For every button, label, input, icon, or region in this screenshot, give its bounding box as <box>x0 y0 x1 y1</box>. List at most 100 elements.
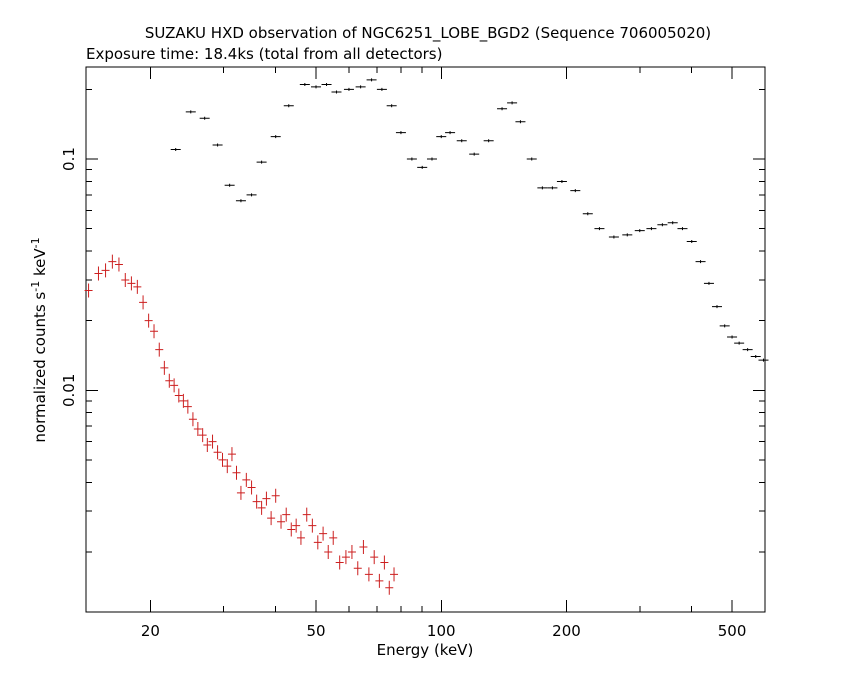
data-point <box>108 254 117 269</box>
data-point <box>436 135 447 139</box>
data-point <box>188 412 197 427</box>
data-point <box>292 518 301 533</box>
data-point <box>246 193 257 197</box>
data-point <box>341 550 350 565</box>
data-point <box>224 183 235 187</box>
data-point <box>193 422 202 437</box>
data-point <box>594 227 605 231</box>
data-point <box>343 87 354 91</box>
data-point <box>727 335 738 339</box>
data-point <box>469 152 480 156</box>
data-point <box>185 110 196 114</box>
data-point <box>203 438 212 453</box>
data-point <box>329 530 338 545</box>
data-point <box>370 550 379 565</box>
data-point <box>208 434 217 449</box>
data-point <box>608 235 619 239</box>
data-point <box>183 399 192 414</box>
data-point <box>170 378 179 393</box>
data-point <box>198 428 207 443</box>
y-tick-label: 0.01 <box>60 374 78 407</box>
data-point <box>299 83 310 87</box>
data-point <box>311 85 322 89</box>
data-point <box>267 511 276 526</box>
data-point <box>218 452 227 467</box>
data-point <box>570 189 581 193</box>
data-point <box>375 573 384 588</box>
data-point <box>657 223 668 227</box>
data-point <box>262 491 271 506</box>
data-point <box>634 229 645 233</box>
data-point <box>213 445 222 460</box>
data-point <box>355 85 366 89</box>
data-point <box>247 480 256 495</box>
data-point <box>758 358 769 362</box>
data-point <box>319 526 328 541</box>
data-point <box>497 107 508 111</box>
data-point <box>646 227 657 231</box>
data-point <box>321 83 332 87</box>
data-point <box>324 544 333 559</box>
data-point <box>160 360 169 375</box>
data-point <box>283 104 294 108</box>
data-point <box>133 279 142 294</box>
data-point <box>232 465 241 480</box>
data-point <box>719 324 730 328</box>
y-axis-label-unit: keV <box>31 248 49 281</box>
data-point <box>242 472 251 487</box>
data-point <box>507 101 518 105</box>
series-1 <box>170 78 769 362</box>
y-axis-ticks <box>86 88 765 553</box>
data-point <box>395 131 406 135</box>
data-point <box>750 355 761 359</box>
data-point <box>313 535 322 550</box>
data-point <box>101 263 110 278</box>
data-point <box>417 165 428 169</box>
data-point <box>695 260 706 264</box>
x-axis-label: Energy (keV) <box>377 641 474 659</box>
data-point <box>445 131 456 135</box>
data-point <box>376 87 387 91</box>
data-point <box>223 459 232 474</box>
data-point <box>734 341 745 345</box>
data-point <box>296 530 305 545</box>
data-point <box>165 373 174 388</box>
x-axis-ticks <box>149 67 766 612</box>
data-point <box>456 139 467 143</box>
data-point <box>547 186 558 190</box>
data-point <box>742 348 753 352</box>
data-point <box>257 500 266 515</box>
data-point <box>155 342 164 357</box>
data-point <box>256 160 267 164</box>
plot-frame <box>85 66 766 613</box>
data-point <box>347 544 356 559</box>
data-point <box>426 157 437 161</box>
data-point <box>170 147 181 151</box>
data-point <box>556 179 567 183</box>
data-point <box>331 90 342 94</box>
data-point <box>622 233 633 237</box>
data-point <box>277 514 286 529</box>
data-point <box>271 488 280 503</box>
x-tick-label: 100 <box>427 622 456 640</box>
y-axis-label: normalized counts s-1 keV-1 <box>29 237 49 442</box>
data-point <box>335 555 344 570</box>
data-point <box>84 283 93 298</box>
data-point <box>582 212 593 216</box>
chart-subtitle: Exposure time: 18.4ks (total from all de… <box>86 45 442 63</box>
data-point <box>212 143 223 147</box>
y-axis-tick-labels: 0.1 0.01 <box>60 147 78 407</box>
data-point <box>235 199 246 203</box>
data-point <box>150 324 159 339</box>
data-point <box>526 157 537 161</box>
x-tick-label: 50 <box>306 622 325 640</box>
data-point <box>380 555 389 570</box>
y-tick-label: 0.1 <box>60 147 78 171</box>
data-point <box>252 494 261 509</box>
data-point <box>94 266 103 281</box>
data-point <box>302 507 311 522</box>
data-point <box>282 507 291 522</box>
data-point <box>366 78 377 82</box>
data-point <box>308 518 317 533</box>
